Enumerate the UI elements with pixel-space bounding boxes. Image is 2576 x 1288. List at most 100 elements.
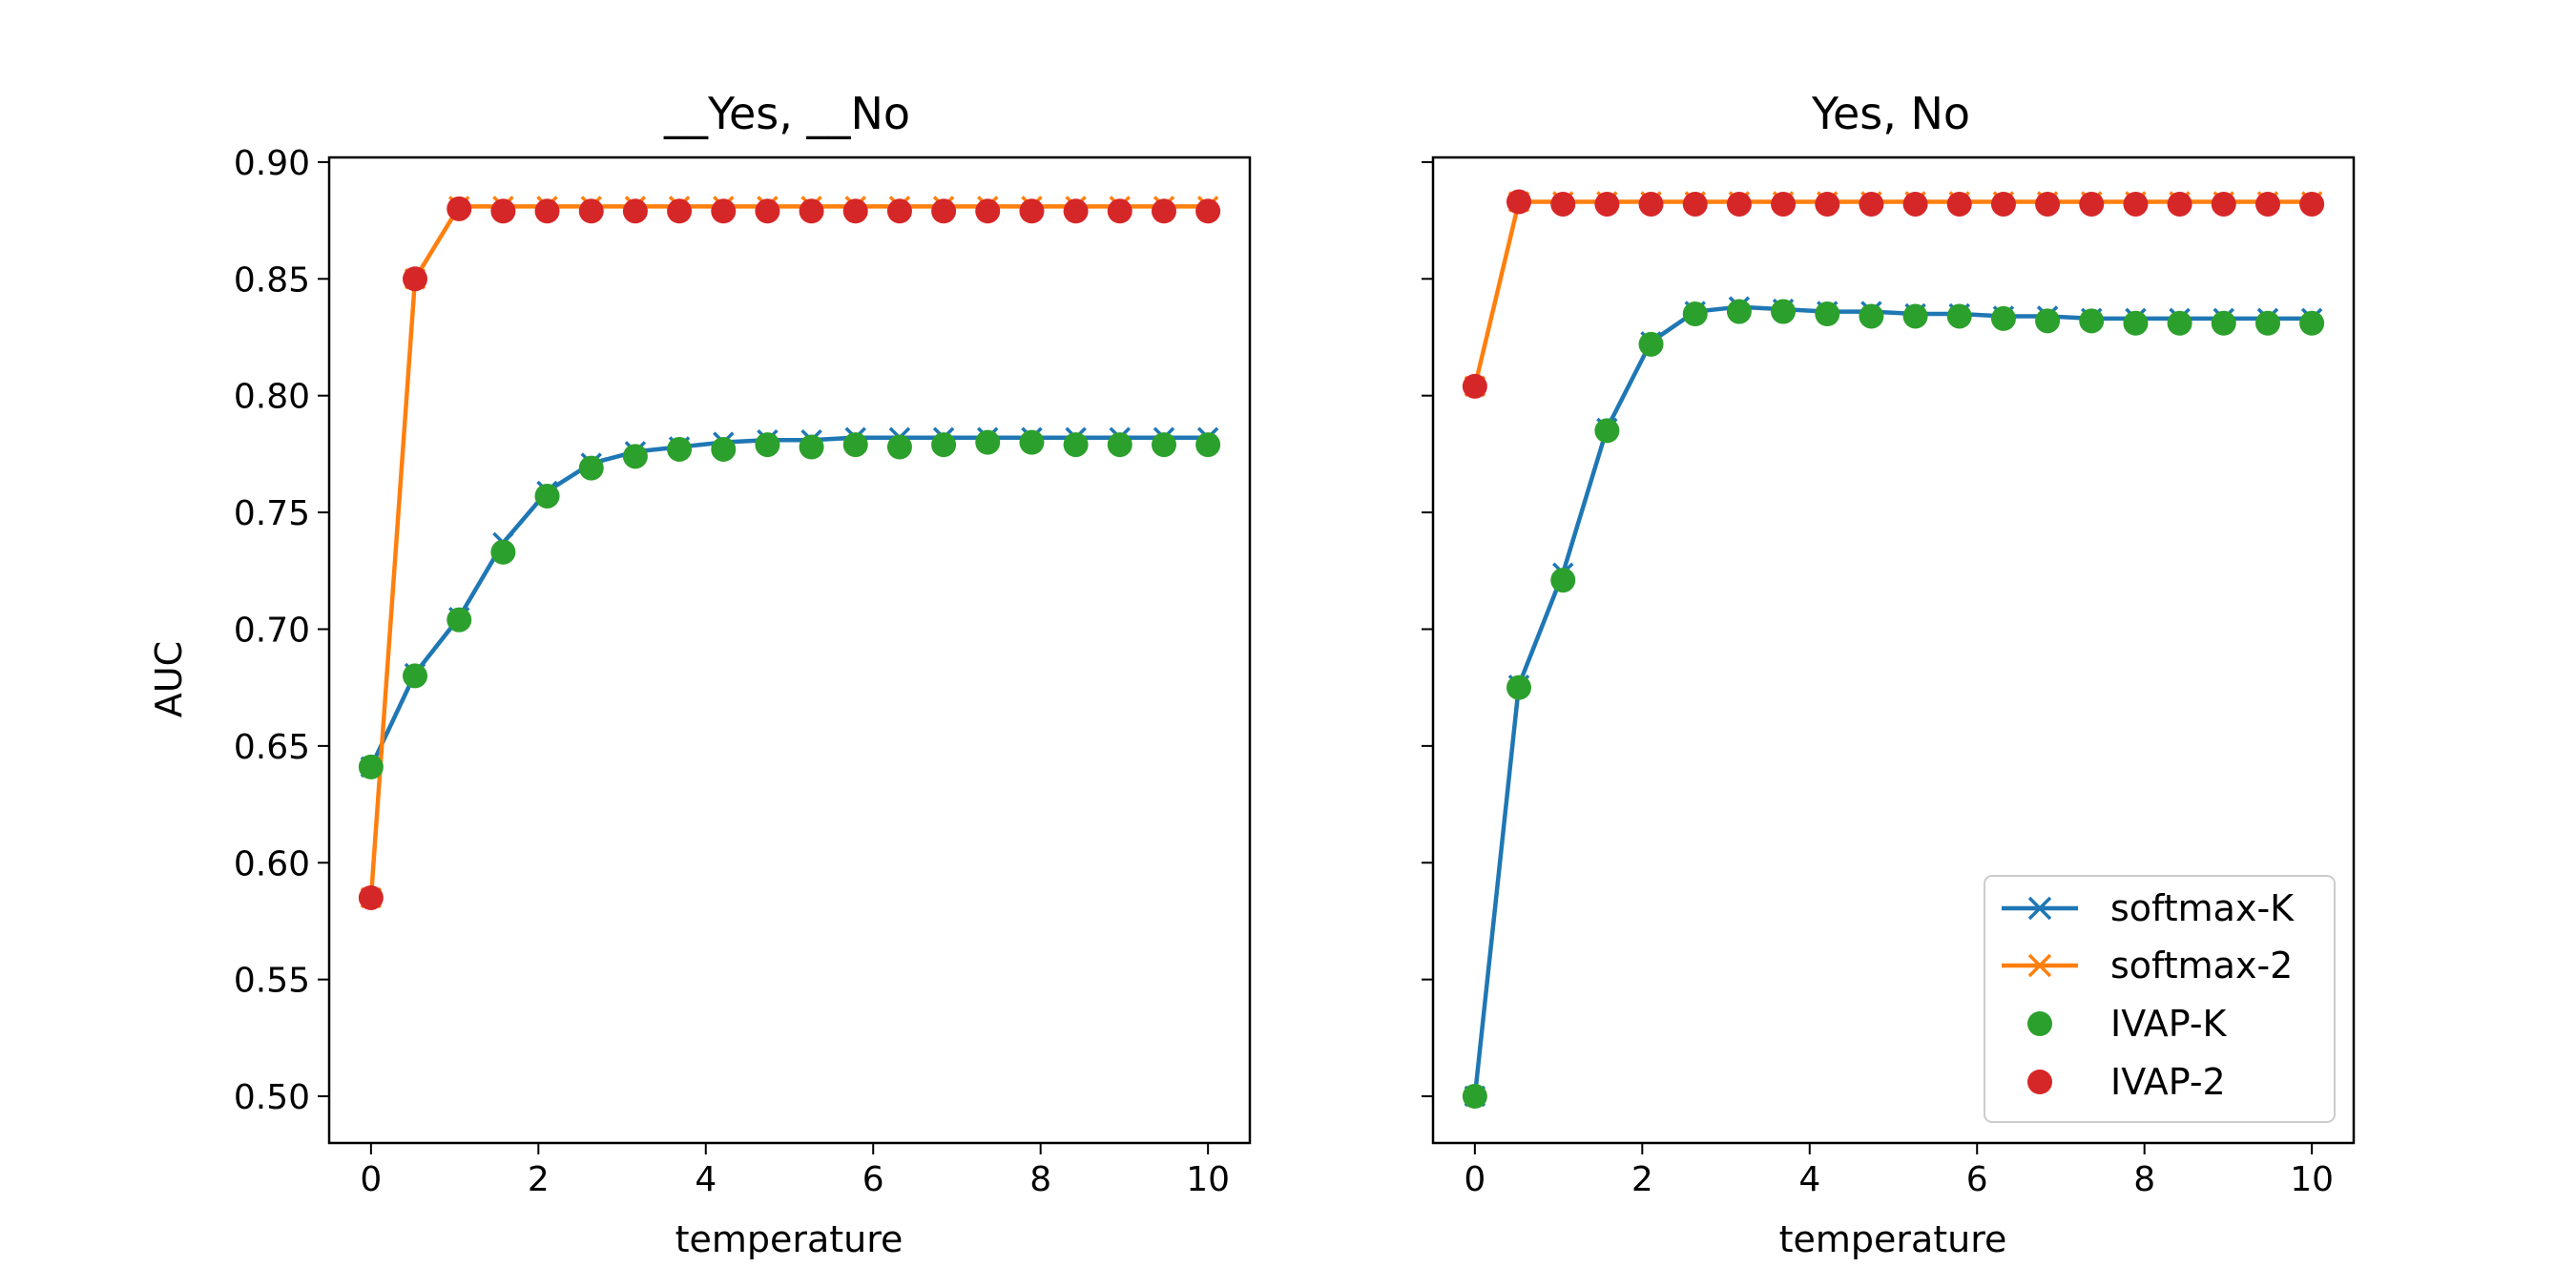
panel-left-series-ivap-k-point — [667, 436, 693, 462]
panel-right-series-ivap-k-point — [1946, 303, 1972, 329]
legend-item-softmax-k: softmax-K — [2002, 887, 2295, 929]
panel-left-y-axis-label: AUC — [148, 641, 190, 717]
panel-left-series-ivap-2-point — [975, 198, 1001, 224]
panel-right-x-tick-label: 8 — [2133, 1160, 2155, 1199]
panel-left-series-ivap-k-point — [931, 432, 957, 458]
panel-left-series-ivap-k-point — [490, 539, 516, 565]
panel-left-axes-frame — [327, 156, 1252, 1145]
panel-left-series-ivap-k-point — [755, 432, 780, 458]
panel-right-series-ivap-k-point — [1682, 301, 1708, 327]
panel-right-series-ivap-2-point — [1859, 191, 1884, 217]
panel-right-x-tick-label: 10 — [2290, 1160, 2334, 1199]
panel-right-series-ivap-2-point — [1550, 191, 1576, 217]
panel-left-series-ivap-k-point — [886, 434, 912, 460]
panel-right-series-ivap-2-point — [1726, 191, 1752, 217]
panel-left-series-ivap-2-point — [886, 198, 912, 224]
panel-right-series-ivap-k-point — [2035, 308, 2061, 334]
panel-right-title: Yes, No — [1811, 88, 1970, 139]
panel-left-series-ivap-k-point — [1063, 432, 1089, 458]
panel-left-x-tick-label: 8 — [1029, 1160, 1051, 1199]
panel-right-series-ivap-k-point — [1726, 299, 1752, 324]
panel-right-series-ivap-k-point — [2299, 310, 2325, 336]
panel-left-series-ivap-k-point — [799, 434, 824, 460]
panel-right-series-ivap-2-point — [2254, 191, 2280, 217]
panel-right: Yes, No 0 2 4 6 8 10 temperature softmax-K so… — [1422, 88, 2356, 1260]
panel-right-series-ivap-2-point — [1682, 191, 1708, 217]
panel-right-series-ivap-2-point — [2167, 191, 2192, 217]
panel-left-y-tick-label: 0.65 — [234, 728, 310, 767]
panel-left-y-tick-label: 0.50 — [234, 1078, 310, 1117]
panel-left-series-ivap-k-point — [534, 483, 560, 509]
panel-left-series-ivap-2-point — [667, 198, 693, 224]
panel-right-plot: 0 2 4 6 8 10 — [1422, 160, 2334, 1199]
panel-right-series-ivap-2-point — [2123, 191, 2149, 217]
legend-marker-ivap-2 — [2027, 1070, 2052, 1094]
panel-left-series-ivap-k-point — [711, 436, 737, 462]
panel-left-series-ivap-2-point — [358, 884, 384, 910]
panel-right-x-tick-label: 2 — [1631, 1160, 1653, 1199]
panel-right-series-ivap-k-point — [1859, 303, 1884, 329]
panel-left-plot: 0 2 4 6 8 10 0.50 0.55 0.60 0.65 0.70 0.75 0.80 0.85 0… — [234, 144, 1230, 1199]
panel-right-series-ivap-2-point — [1506, 189, 1532, 215]
panel-left-series-ivap-k-point — [403, 663, 428, 689]
panel-left-series-ivap-2-point — [578, 198, 604, 224]
panel-right-series-ivap-k-point — [2211, 310, 2236, 336]
panel-left-series-ivap-k-point — [622, 444, 648, 469]
panel-right-axes-frame — [1431, 156, 2356, 1145]
legend-marker-ivap-k — [2027, 1011, 2052, 1036]
panel-right-series-ivap-k-point — [1550, 568, 1576, 593]
panel-right-series-ivap-k-point — [2167, 310, 2192, 336]
panel-left-series-ivap-2-point — [1195, 198, 1221, 224]
panel-right-series-ivap-2-point — [1771, 191, 1797, 217]
panel-left-series-ivap-2-point — [447, 196, 472, 221]
panel-right-series-ivap-k-point — [1990, 305, 2016, 331]
panel-left-series-ivap-k-point — [1019, 429, 1045, 455]
panel-left-series-ivap-2-point — [622, 198, 648, 224]
panel-right-series-ivap-2-point — [1946, 191, 1972, 217]
panel-left-y-tick-label: 0.80 — [234, 378, 310, 417]
panel-left-series-ivap-k-point — [447, 607, 472, 633]
panel-left-series-ivap-2-point — [1107, 198, 1132, 224]
panel-right-series-ivap-2-point — [2035, 191, 2061, 217]
panel-left-series-ivap-2-point — [842, 198, 868, 224]
panel-right-x-tick-label: 0 — [1464, 1160, 1485, 1199]
panel-left-series-ivap-2-point — [534, 198, 560, 224]
panel-left-series-ivap-k-point — [358, 754, 384, 779]
panel-right-series-ivap-k-point — [1506, 675, 1532, 700]
legend-box — [1984, 875, 2336, 1123]
panel-right-series-ivap-k-point — [1594, 418, 1620, 444]
panel-right-series-ivap-k-point — [1638, 331, 1664, 357]
panel-left-series-ivap-k-point — [1195, 432, 1221, 458]
legend-item-ivap-k: IVAP-K — [2027, 1003, 2228, 1045]
panel-right-series-ivap-k-point — [2079, 308, 2105, 334]
panel-right-x-tick-label: 6 — [1966, 1160, 1988, 1199]
panel-left-series-ivap-2-point — [799, 198, 824, 224]
panel-left-y-tick-label: 0.85 — [234, 260, 310, 300]
panel-right-x-tick-label: 4 — [1798, 1160, 1820, 1199]
panel-left-x-tick-label: 10 — [1186, 1160, 1230, 1199]
panel-left-series-ivap-2-point — [1019, 198, 1045, 224]
panel-left-series-ivap-k-point — [1151, 432, 1176, 458]
panel-right-series-ivap-k-point — [2123, 310, 2149, 336]
panel-left-series-ivap-2-point — [931, 198, 957, 224]
panel-right-series-ivap-2-point — [1638, 191, 1664, 217]
legend-item-softmax-2: softmax-2 — [2002, 945, 2293, 987]
panel-left-x-tick-label: 6 — [862, 1160, 884, 1199]
panel-left-y-tick-label: 0.60 — [234, 844, 310, 883]
legend: softmax-K softmax-2 IVAP-K IVAP-2 — [1984, 875, 2336, 1123]
panel-left-series-ivap-k-point — [842, 432, 868, 458]
panel-left-y-tick-label: 0.90 — [234, 144, 310, 183]
panel-right-x-axis-label: temperature — [1779, 1218, 2007, 1260]
panel-right-series-ivap-2-point — [1815, 191, 1840, 217]
panel-left-x-tick-label: 2 — [528, 1160, 550, 1199]
panel-right-series-ivap-2-point — [1594, 191, 1620, 217]
legend-label-softmax-k: softmax-K — [2110, 887, 2295, 929]
panel-left-y-tick-label: 0.55 — [234, 962, 310, 1001]
panel-right-series-ivap-2-point — [2211, 191, 2236, 217]
legend-label-softmax-2: softmax-2 — [2110, 945, 2293, 987]
panel-left-y-tick-label: 0.70 — [234, 611, 310, 650]
panel-left-x-axis-label: temperature — [675, 1218, 904, 1260]
panel-left-series-ivap-k-point — [1107, 432, 1132, 458]
panel-left-y-tick-label: 0.75 — [234, 494, 310, 533]
